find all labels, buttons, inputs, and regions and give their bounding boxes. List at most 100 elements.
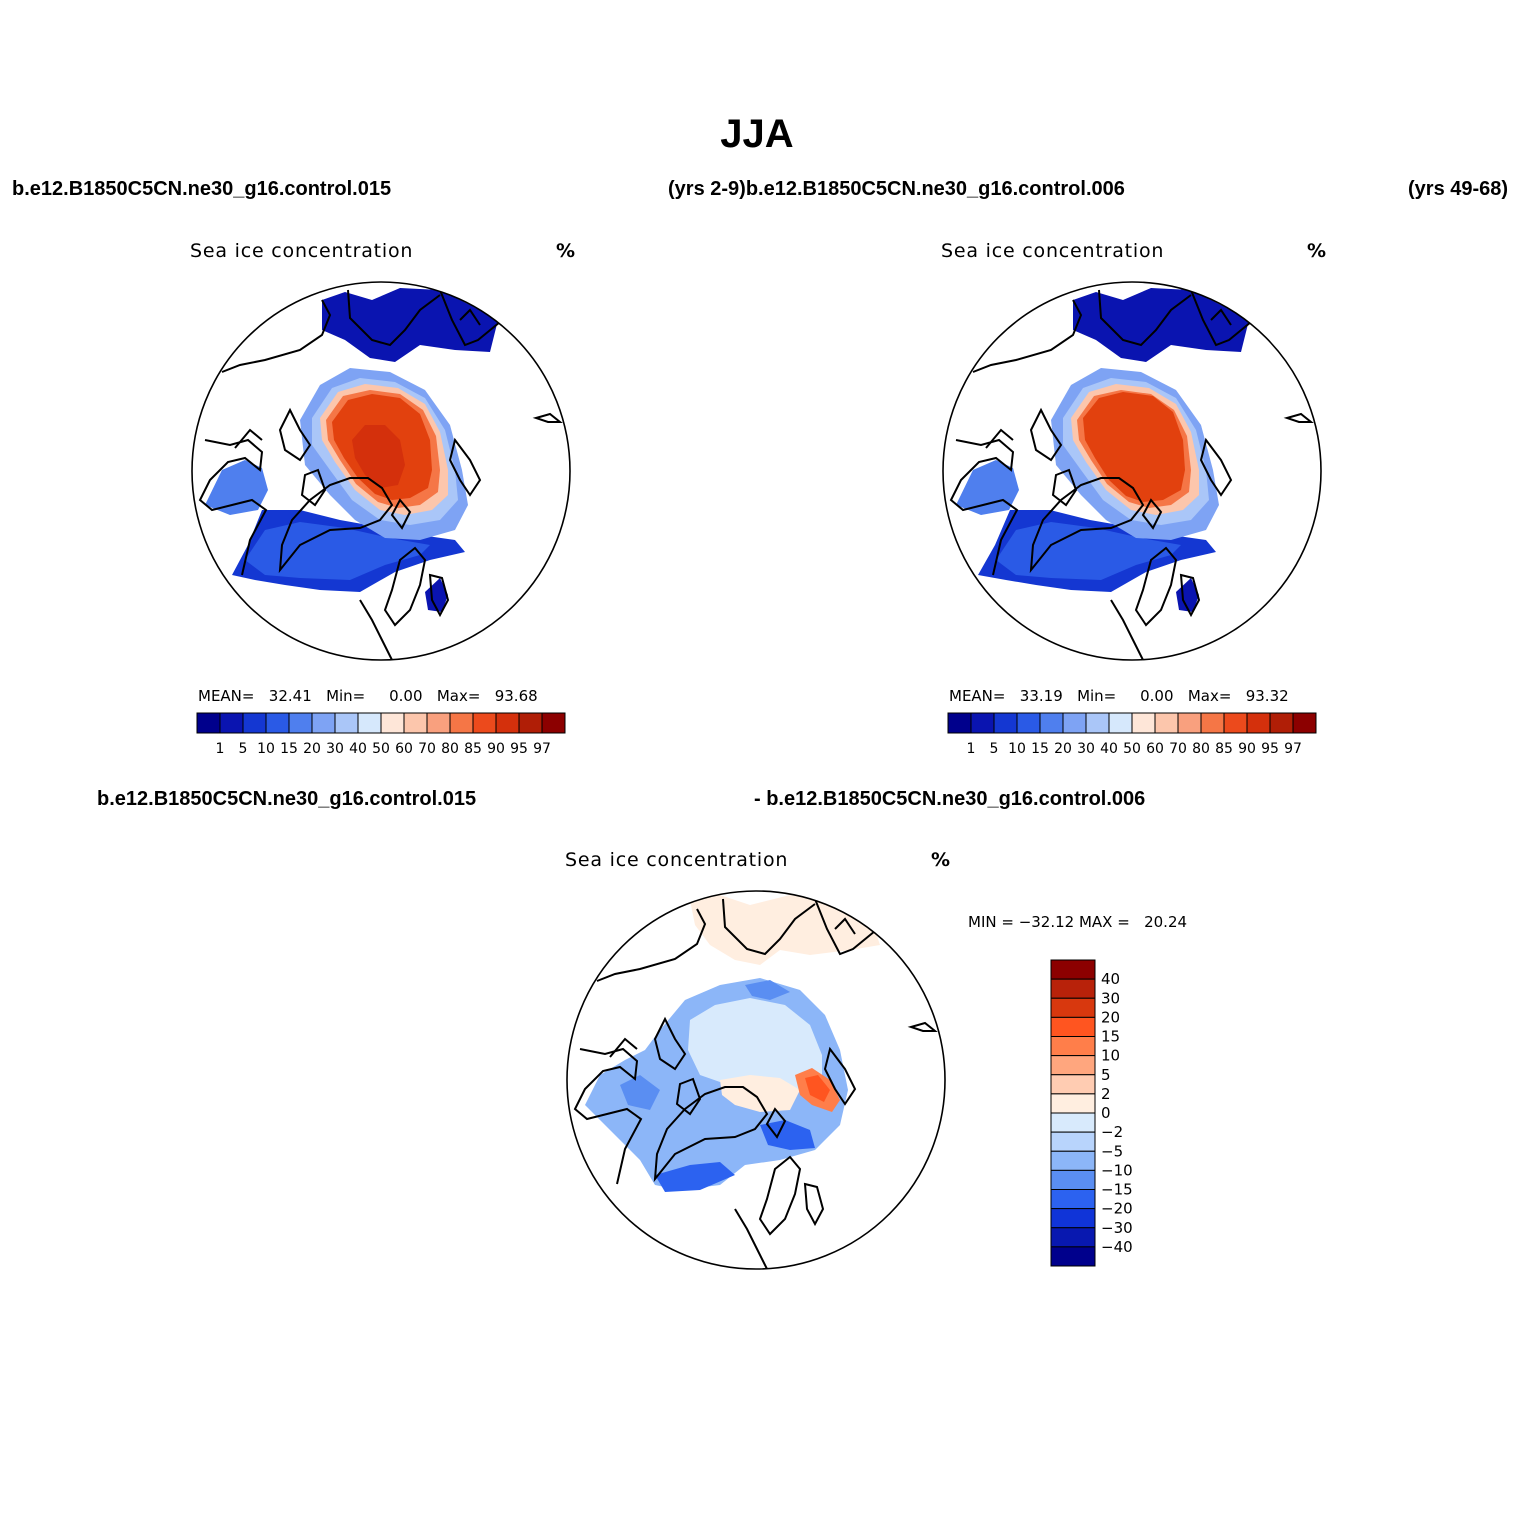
panel3-colorbar-tick-0: 40 <box>1101 970 1120 988</box>
panel3-colorbar-tick-4: 10 <box>1101 1047 1120 1065</box>
panel2-colorbar-swatch-13 <box>1246 712 1271 734</box>
panel2-colorbar-swatch-9 <box>1154 712 1179 734</box>
panel2-colorbar-swatch-14 <box>1269 712 1294 734</box>
panel2-title: Sea ice concentration <box>941 240 1165 262</box>
header-right-years: (yrs 49-68) <box>1408 178 1509 200</box>
panel2-colorbar-swatch-12 <box>1223 712 1248 734</box>
panel2-colorbar-tick-13: 95 <box>1261 741 1279 757</box>
panel3-colorbar-swatch-6 <box>1050 1074 1096 1095</box>
panel3-colorbar-tick-14: −40 <box>1101 1238 1133 1256</box>
panel1-colorbar-swatch-11 <box>449 712 474 734</box>
panel1-colorbar-swatch-15 <box>541 712 566 734</box>
panel1-colorbar-tick-5: 30 <box>326 741 344 757</box>
panel2-colorbar: 1 5 10 15 20 30 40 50 60 70 80 85 90 95 97 <box>947 712 1317 757</box>
panel3-colorbar-swatch-2 <box>1050 997 1096 1018</box>
panel2-colorbar-tick-6: 40 <box>1100 741 1118 757</box>
panel3-colorbar-swatch-12 <box>1050 1189 1096 1210</box>
panel3-colorbar-tick-7: 0 <box>1101 1104 1111 1122</box>
panel3-title: Sea ice concentration <box>565 849 789 871</box>
panel3-colorbar-tick-2: 20 <box>1101 1008 1120 1026</box>
panel2-colorbar-swatch-2 <box>993 712 1018 734</box>
panel1-colorbar-tick-2: 10 <box>257 741 275 757</box>
panel1-colorbar-swatch-5 <box>311 712 336 734</box>
panel1-mean-value: 32.41 <box>268 687 312 705</box>
panel1-colorbar-tick-4: 20 <box>303 741 321 757</box>
panel1-colorbar-swatch-9 <box>403 712 428 734</box>
panel1-min-value: 0.00 <box>389 687 423 705</box>
panel2-unit: % <box>1307 240 1327 262</box>
panel2-colorbar-swatch-5 <box>1062 712 1087 734</box>
panel1-colorbar-swatch-14 <box>518 712 543 734</box>
panel1-colorbar-tick-14: 97 <box>533 741 551 757</box>
panel2-colorbar-tick-11: 85 <box>1215 741 1233 757</box>
panel1-min-label: Min= <box>326 687 366 705</box>
panel2-stats: MEAN= 33.19 Min= 0.00 Max= 93.32 <box>949 687 1289 705</box>
panel1-colorbar-tick-8: 60 <box>395 741 413 757</box>
panel1-colorbar-swatch-12 <box>472 712 497 734</box>
panel2-colorbar-swatch-11 <box>1200 712 1225 734</box>
panel1-colorbar-swatch-1 <box>219 712 244 734</box>
header-middle-case: (yrs 2-9)b.e12.B1850C5CN.ne30_g16.contro… <box>668 178 1125 200</box>
panel1-max-label: Max= <box>436 687 481 705</box>
panel3-map <box>566 890 946 1270</box>
panel1-colorbar-swatch-2 <box>242 712 267 734</box>
panel1-colorbar-swatch-10 <box>426 712 451 734</box>
panel3-colorbar-swatch-14 <box>1050 1227 1096 1248</box>
panel1-unit: % <box>556 240 576 262</box>
panel3-colorbar-swatch-9 <box>1050 1131 1096 1152</box>
panel2-colorbar-tick-7: 50 <box>1123 741 1141 757</box>
panel3-colorbar-swatch-7 <box>1050 1093 1096 1114</box>
panel2-ice-core <box>1083 392 1185 502</box>
panel2-mean-label: MEAN= <box>949 687 1006 705</box>
panel3-colorbar-tick-3: 15 <box>1101 1028 1120 1046</box>
panel1-title: Sea ice concentration <box>190 240 414 262</box>
panel1-ice-bering <box>322 288 498 362</box>
panel1-colorbar-tick-6: 40 <box>349 741 367 757</box>
panel3-colorbar-swatch-5 <box>1050 1055 1096 1076</box>
panel1-colorbar-swatch-8 <box>380 712 405 734</box>
panel3-colorbar-swatch-1 <box>1050 978 1096 999</box>
panel1-stats: MEAN= 32.41 Min= 0.00 Max= 93.68 <box>198 687 538 705</box>
panel2-colorbar-tick-9: 70 <box>1169 741 1187 757</box>
panel2-colorbar-tick-1: 5 <box>990 741 999 757</box>
panel3-colorbar-swatch-10 <box>1050 1150 1096 1171</box>
panel1-colorbar-tick-11: 85 <box>464 741 482 757</box>
panel3-colorbar-tick-1: 30 <box>1101 989 1120 1007</box>
panel2-colorbar-swatch-8 <box>1131 712 1156 734</box>
panel2-max-value: 93.32 <box>1245 687 1289 705</box>
panel2-colorbar-swatch-7 <box>1108 712 1133 734</box>
panel2-colorbar-tick-5: 30 <box>1077 741 1095 757</box>
panel2-colorbar-tick-8: 60 <box>1146 741 1164 757</box>
panel2-max-label: Max= <box>1187 687 1232 705</box>
panel1-colorbar-swatch-6 <box>334 712 359 734</box>
panel1-colorbar: 1 5 10 15 20 30 40 50 60 70 80 85 90 95 97 <box>196 712 566 757</box>
panel2-colorbar-tick-10: 80 <box>1192 741 1210 757</box>
panel3-colorbar-swatch-8 <box>1050 1112 1096 1133</box>
panel3-colorbar-swatch-11 <box>1050 1169 1096 1190</box>
panel3-colorbar-tick-5: 5 <box>1101 1066 1111 1084</box>
panel3-colorbar-tick-10: −10 <box>1101 1161 1133 1179</box>
panel1-colorbar-swatch-7 <box>357 712 382 734</box>
panel3-colorbar-swatch-3 <box>1050 1016 1096 1037</box>
panel1-colorbar-tick-10: 80 <box>441 741 459 757</box>
panel3-colorbar-tick-6: 2 <box>1101 1085 1111 1103</box>
panel3-stats: MIN = −32.12 MAX = 20.24 <box>968 913 1188 931</box>
panel1-colorbar-tick-7: 50 <box>372 741 390 757</box>
panel2-colorbar-tick-0: 1 <box>967 741 976 757</box>
panel1-colorbar-swatch-4 <box>288 712 313 734</box>
panel1-colorbar-tick-0: 1 <box>216 741 225 757</box>
panel3-colorbar-swatch-0 <box>1050 959 1096 980</box>
panel2-colorbar-swatch-3 <box>1016 712 1041 734</box>
panel3-colorbar-tick-11: −15 <box>1101 1181 1133 1199</box>
panel1-max-value: 93.68 <box>494 687 538 705</box>
panel3-colorbar-swatch-13 <box>1050 1208 1096 1229</box>
panel1-colorbar-tick-12: 90 <box>487 741 505 757</box>
panel2-min-value: 0.00 <box>1140 687 1174 705</box>
panel3-unit: % <box>931 849 951 871</box>
panel1-colorbar-swatch-3 <box>265 712 290 734</box>
panel2-colorbar-tick-14: 97 <box>1284 741 1302 757</box>
panel1-colorbar-tick-13: 95 <box>510 741 528 757</box>
panel3-colorbar-swatch-4 <box>1050 1036 1096 1057</box>
panel3-colorbar-tick-9: −5 <box>1101 1142 1123 1160</box>
